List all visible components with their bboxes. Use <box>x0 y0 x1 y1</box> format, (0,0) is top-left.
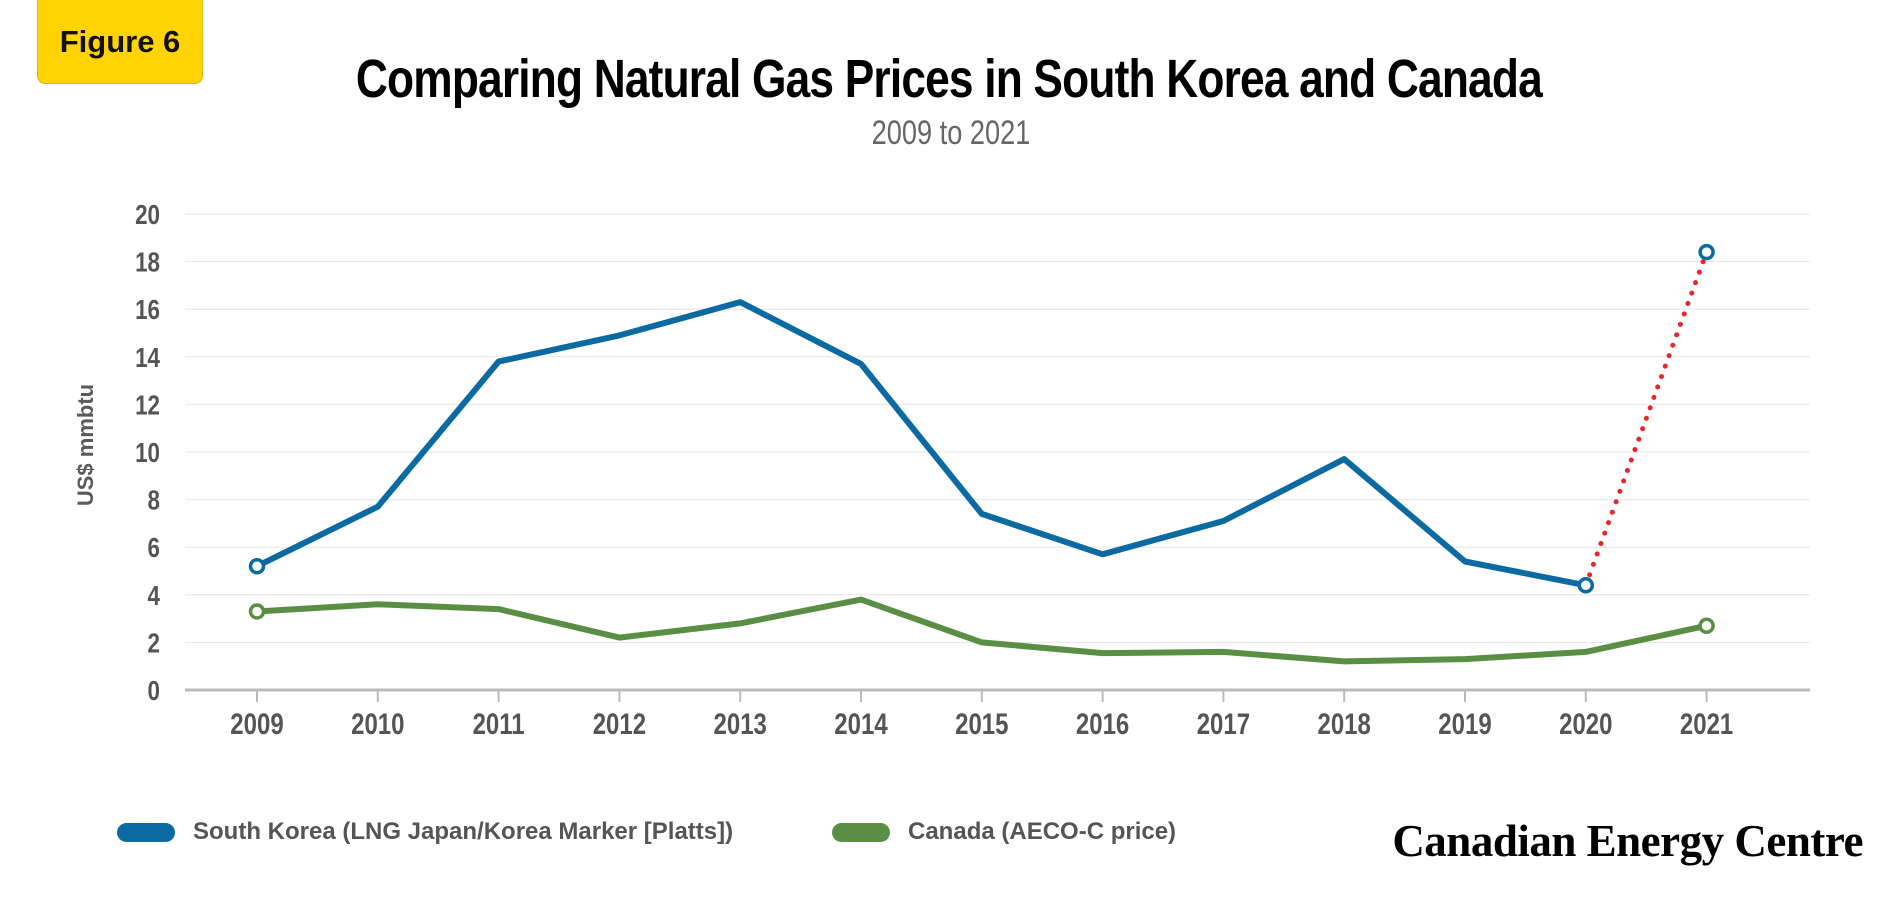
y-tick-label-14: 14 <box>135 343 160 374</box>
y-tick-label-20: 20 <box>135 200 160 231</box>
chart-subtitle: 2009 to 2021 <box>871 114 1031 152</box>
x-tick-label-2012: 2012 <box>593 706 646 740</box>
y-tick-label-4: 4 <box>148 581 160 612</box>
x-tick-label-2009: 2009 <box>230 706 283 740</box>
legend-item-canada: Canada (AECO-C price) <box>832 818 1176 846</box>
x-tick-label-2011: 2011 <box>473 706 525 740</box>
series-0-point-2009 <box>248 557 266 575</box>
y-axis-label: US$ mmbtu <box>73 383 98 507</box>
legend-item-south-korea: South Korea (LNG Japan/Korea Marker [Pla… <box>117 818 733 846</box>
x-tick-label-2021: 2021 <box>1680 706 1733 740</box>
x-tick-label-2016: 2016 <box>1076 706 1129 740</box>
x-tick-label-2013: 2013 <box>714 706 767 740</box>
y-tick-label-10: 10 <box>135 438 160 469</box>
x-tick-label-2015: 2015 <box>955 706 1008 740</box>
series-line-1 <box>254 596 1710 665</box>
chart-title: Comparing Natural Gas Prices in South Ko… <box>355 49 1543 109</box>
x-tick-label-2017: 2017 <box>1197 706 1250 740</box>
y-tick-label-2: 2 <box>148 628 160 659</box>
series-projection-line-0 <box>1583 249 1710 588</box>
x-tick-label-2020: 2020 <box>1559 706 1612 740</box>
legend-swatch-canada <box>832 822 890 842</box>
legend-label-canada: Canada (AECO-C price) <box>908 818 1177 845</box>
y-tick-label-0: 0 <box>148 676 160 707</box>
figure-badge: Figure 6 <box>37 0 203 84</box>
y-tick-label-16: 16 <box>135 295 160 326</box>
y-tick-label-18: 18 <box>135 247 160 278</box>
brand-logo-text: Canadian Energy Centre <box>1392 816 1863 866</box>
x-tick-label-2014: 2014 <box>834 706 887 740</box>
x-tick-label-2019: 2019 <box>1438 706 1491 740</box>
legend-label-south-korea: South Korea (LNG Japan/Korea Marker [Pla… <box>193 818 734 845</box>
x-tick-label-2018: 2018 <box>1318 706 1371 740</box>
legend-swatch-south-korea <box>117 822 175 842</box>
series-0-point-2020 <box>1577 577 1595 594</box>
series-1-point-2021 <box>1698 617 1715 634</box>
series-0-point-2021 <box>1698 243 1715 261</box>
y-tick-label-12: 12 <box>135 390 160 421</box>
y-tick-label-6: 6 <box>148 533 160 564</box>
y-tick-label-8: 8 <box>148 485 160 516</box>
series-1-point-2009 <box>248 603 266 620</box>
series-line-0 <box>254 299 1589 589</box>
x-tick-label-2010: 2010 <box>351 706 404 740</box>
line-chart: 0 2 4 6 8 10 12 14 16 18 20 2009 2010 2011 2012 2013 201… <box>135 200 1810 741</box>
